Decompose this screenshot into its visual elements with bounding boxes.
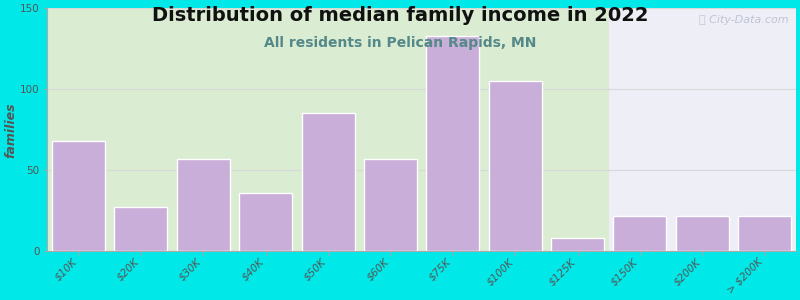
Bar — [239, 193, 292, 251]
Bar — [114, 208, 167, 251]
Text: All residents in Pelican Rapids, MN: All residents in Pelican Rapids, MN — [264, 36, 536, 50]
Bar — [551, 238, 604, 251]
Bar — [609, 8, 800, 251]
Bar — [364, 159, 417, 251]
Text: ⓘ City-Data.com: ⓘ City-Data.com — [698, 16, 788, 26]
Bar — [676, 216, 729, 251]
Bar — [177, 159, 230, 251]
Bar — [738, 216, 791, 251]
Bar — [489, 81, 542, 251]
Bar — [52, 141, 105, 251]
Text: Distribution of median family income in 2022: Distribution of median family income in … — [152, 6, 648, 25]
Bar — [47, 8, 609, 251]
Bar — [614, 216, 666, 251]
Y-axis label: families: families — [4, 102, 17, 158]
Bar — [426, 36, 479, 251]
Bar — [302, 113, 354, 251]
